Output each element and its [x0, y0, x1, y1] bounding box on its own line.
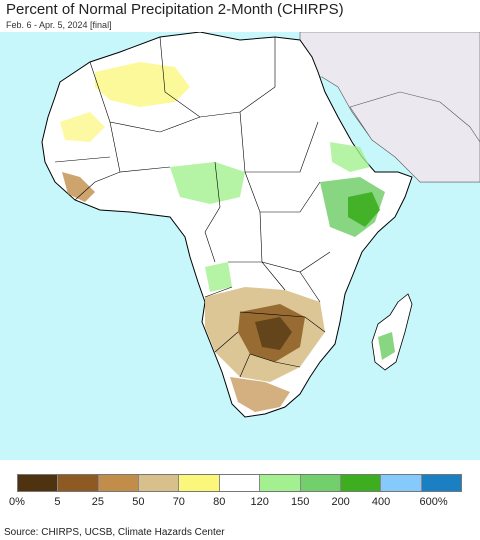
legend-swatch — [18, 475, 59, 491]
legend-label: 120 — [250, 496, 269, 508]
legend-swatch — [58, 475, 99, 491]
legend-labels: 0% 5 25 50 70 80 120 150 200 400 600% — [0, 496, 480, 510]
legend-swatch — [139, 475, 180, 491]
legend-label: 0% — [9, 496, 25, 508]
legend-swatch — [421, 475, 461, 491]
central-africa-wet — [170, 162, 245, 204]
legend-swatch — [381, 475, 422, 491]
legend-swatch — [179, 475, 220, 491]
legend-swatch — [98, 475, 140, 491]
legend-label: 400 — [371, 496, 391, 508]
map-svg — [41, 32, 480, 418]
source-credit: Source: CHIRPS, UCSB, Climate Hazards Ce… — [4, 527, 225, 538]
core-drought — [255, 317, 292, 350]
legend-swatch — [340, 475, 382, 491]
ethiopia-wet — [330, 142, 370, 172]
west-africa-dry — [62, 172, 95, 202]
legend-swatch — [300, 475, 341, 491]
country-borders — [54, 36, 331, 378]
legend-swatch — [219, 475, 261, 491]
legend-label: 25 — [91, 496, 105, 508]
sahel-dry-patch — [60, 112, 105, 142]
sahara-dry-patch — [95, 62, 190, 107]
legend-label: 70 — [172, 496, 185, 508]
legend-label: 600% — [419, 496, 448, 508]
legend-bar — [17, 474, 462, 492]
legend-swatch — [260, 475, 301, 491]
madagascar-wet — [378, 332, 395, 360]
legend-label: 80 — [213, 496, 226, 508]
legend-label: 50 — [132, 496, 145, 508]
arabian-peninsula — [349, 91, 480, 183]
south-africa-mixed — [230, 377, 290, 412]
legend-label: 5 — [54, 496, 61, 508]
angola-wet — [205, 262, 232, 292]
precipitation-map — [0, 32, 480, 460]
legend-label: 200 — [331, 496, 350, 508]
legend-label: 150 — [290, 496, 310, 508]
map-subtitle: Feb. 6 - Apr. 5, 2024 [final] — [6, 20, 112, 30]
map-title: Percent of Normal Precipitation 2-Month … — [6, 1, 344, 18]
kenya-very-wet — [348, 192, 380, 227]
